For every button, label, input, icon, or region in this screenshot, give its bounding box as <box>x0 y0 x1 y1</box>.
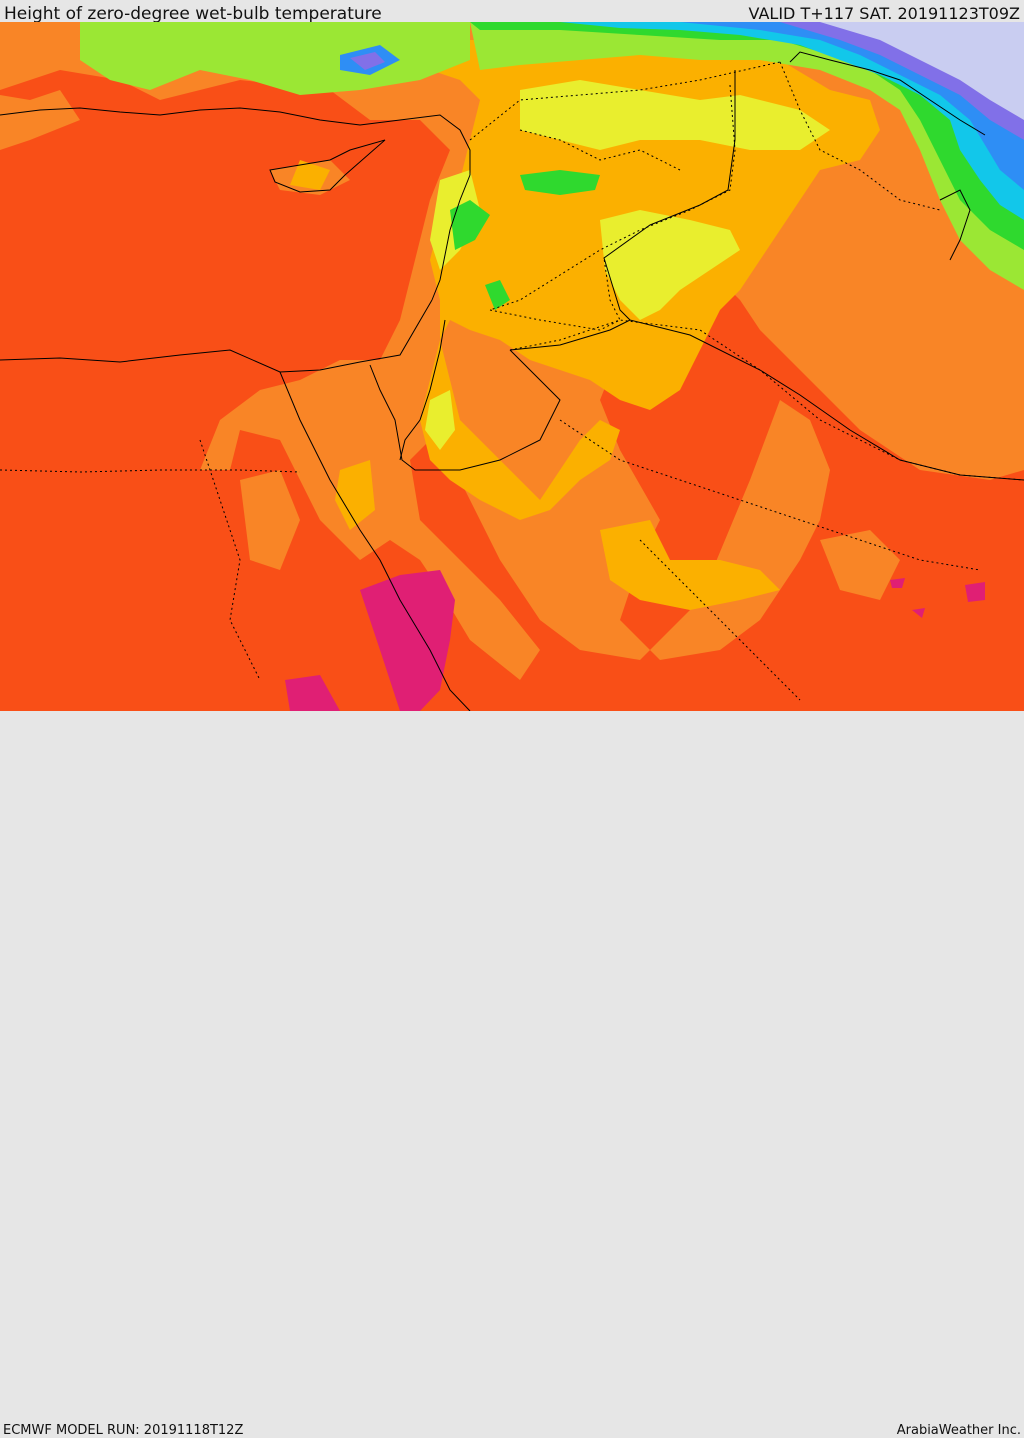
footer-bar: ECMWF MODEL RUN: 20191118T12Z ArabiaWeat… <box>0 711 1024 1438</box>
header-bar: Height of zero-degree wet-bulb temperatu… <box>0 0 1024 24</box>
violet-north-blob <box>350 52 385 70</box>
lavender-region <box>820 22 1024 120</box>
magenta-spot-2 <box>890 578 905 588</box>
coastline-persian-gulf <box>939 189 971 261</box>
coastline-turkey <box>0 107 471 175</box>
border-syria-iraq-solid <box>603 70 736 321</box>
magenta-region-southwest <box>285 675 340 711</box>
map-title: Height of zero-degree wet-bulb temperatu… <box>4 4 382 24</box>
orange-region-sinai <box>240 470 300 570</box>
border-internal-2 <box>199 439 261 681</box>
green-region-north <box>80 22 470 95</box>
coastline-aqaba <box>399 319 446 461</box>
green-region-northeast <box>470 22 1024 290</box>
yellow-region-north <box>520 80 830 150</box>
magenta-region-red-sea <box>360 570 455 711</box>
magenta-spot-1 <box>965 582 985 602</box>
green-jordan <box>485 280 510 310</box>
yellow-region <box>600 210 740 320</box>
yellow-region-jordan <box>425 390 455 450</box>
coastline-cyprus <box>269 139 386 193</box>
amber-region-south <box>600 520 780 610</box>
coastline-egypt <box>0 299 433 373</box>
orange-region-west <box>0 90 80 150</box>
green-band <box>470 22 1024 250</box>
border-saudi-iraq <box>509 319 1024 481</box>
border-internal-1 <box>519 129 681 171</box>
coastline-levant <box>431 174 471 301</box>
green-lebanon <box>450 200 490 250</box>
green-syria <box>520 170 600 195</box>
credit-label: ArabiaWeather Inc. <box>896 1423 1021 1438</box>
coastline-sinai-gulf <box>279 371 471 711</box>
border-egypt-sudan <box>0 469 301 473</box>
coastlines <box>0 51 986 711</box>
border-israel <box>369 349 561 471</box>
border-internal-3 <box>559 419 981 571</box>
amber-region-sinai <box>335 460 375 530</box>
model-run-label: ECMWF MODEL RUN: 20191118T12Z <box>3 1423 244 1438</box>
magenta-spot-3 <box>912 608 925 618</box>
orange-region-south <box>820 530 900 600</box>
coastline-caspian <box>789 51 986 136</box>
valid-time: VALID T+117 SAT. 20191123T09Z <box>748 4 1020 23</box>
amber-region-west <box>290 160 330 190</box>
borders-solid <box>369 70 1024 481</box>
weather-map[interactable] <box>0 22 1024 711</box>
